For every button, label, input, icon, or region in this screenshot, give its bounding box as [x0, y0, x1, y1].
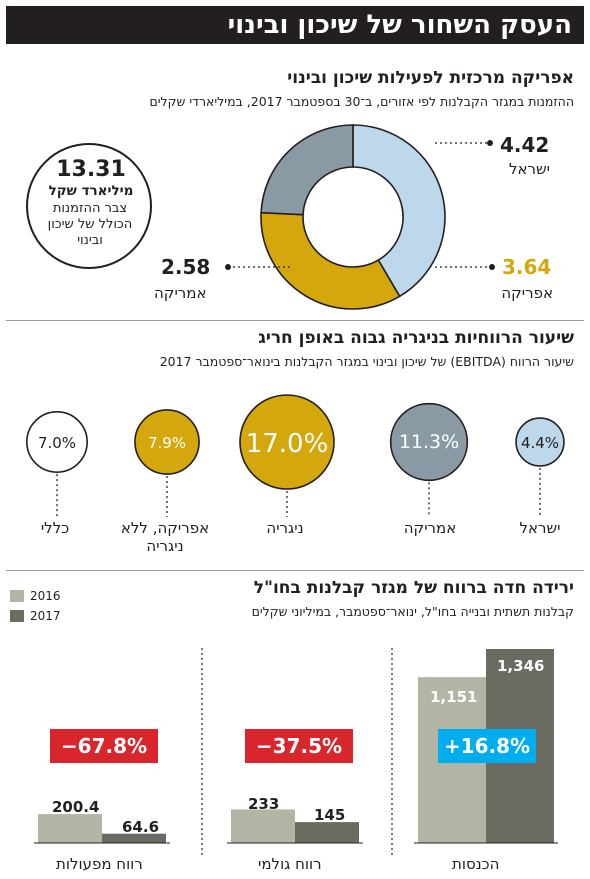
- page-title: העסק השחור של שיכון ובינוי: [227, 10, 572, 40]
- total-orders-circle: 13.31 מיליארד שקל צבר ההזמנות הכולל של ש…: [26, 143, 152, 269]
- bar-chart: [34, 648, 558, 855]
- leader-dot-america: [225, 264, 231, 270]
- bubble-america: [389, 402, 469, 482]
- donut-slice-africa: [260, 211, 401, 310]
- bar-value-gross-2017: 145: [314, 806, 346, 824]
- legend-label-2017: 2017: [30, 609, 61, 623]
- bubble-label-general: כללי: [40, 519, 70, 537]
- bubble-label-nigeria: ניגריה: [266, 519, 304, 537]
- slice-value-africa: 3.64: [502, 255, 552, 279]
- bubble-value-israel: 4.4%: [521, 434, 559, 452]
- bubble-africa-ex-nigeria: [134, 409, 200, 475]
- category-label-gross-profit: רווח גולמי: [258, 855, 322, 873]
- bubble-value-america: 11.3%: [399, 431, 459, 453]
- bar-operating-profit-2016: [38, 814, 102, 843]
- donut-subtitle: ההזמנות במגזר הקבלנות לפי אזורים, ב־30 ב…: [149, 94, 574, 109]
- legend-label-2016: 2016: [30, 589, 61, 603]
- bubble-label-israel: ישראל: [519, 519, 561, 537]
- divider: [6, 570, 584, 571]
- header-bar: העסק השחור של שיכון ובינוי: [6, 6, 584, 44]
- change-badge-operating-profit: −67.8%: [50, 729, 158, 763]
- category-label-operating-profit: רווח מפעולות: [56, 855, 143, 873]
- legend-swatch-2016: [10, 590, 24, 602]
- ebitda-title: שיעור הרווחיות בניגריה גבוה באופן חריג: [258, 328, 574, 348]
- donut-slice-america: [260, 124, 354, 216]
- bar-gross-profit-2016: [231, 809, 295, 843]
- leader-dot-africa: [489, 264, 495, 270]
- divider: [6, 320, 584, 321]
- bar-value-operating-2016: 200.4: [52, 798, 100, 816]
- bars-title: ירידה חדה ברווח של מגזר קבלנות בחו"ל: [253, 578, 574, 598]
- slice-label-israel: ישראל: [508, 160, 550, 178]
- bubble-israel: [515, 417, 565, 467]
- total-orders-text: צבר ההזמנות הכולל של שיכון ובינוי: [47, 201, 133, 248]
- donut-slice-israel: [352, 124, 446, 298]
- slice-value-israel: 4.42: [500, 133, 550, 157]
- ebitda-bubble-chart: 4.4% 11.3% 17.0% 7.9% 7.0%: [26, 394, 565, 517]
- bar-value-gross-2016: 233: [248, 795, 280, 813]
- bubble-label-africa-ex-nigeria: אפריקה, ללא ניגריה: [120, 519, 210, 555]
- category-label-revenue: הכנסות: [452, 855, 500, 873]
- bar-value-revenue-2017: 1,346: [497, 657, 545, 675]
- bar-value-operating-2017: 64.6: [122, 818, 160, 836]
- bars-subtitle: קבלנות תשתית ובנייה בחו"ל, ינואר־ספטמבר,…: [251, 604, 574, 619]
- donut-title: אפריקה מרכזית לפעילות שיכון ובינוי: [287, 68, 574, 88]
- bar-operating-profit-2017: [102, 833, 166, 843]
- change-badge-gross-profit: −37.5%: [245, 729, 353, 763]
- legend-swatch-2017: [10, 610, 24, 622]
- bubble-value-general: 7.0%: [38, 434, 76, 452]
- bubble-value-nigeria: 17.0%: [246, 429, 329, 459]
- total-orders-unit: מיליארד שקל: [48, 183, 134, 199]
- slice-label-africa: אפריקה: [501, 284, 553, 302]
- ebitda-subtitle: שיעור הרווח (EBITDA) של שיכון ובינוי במג…: [159, 354, 574, 369]
- bubble-label-america: אמריקה: [403, 519, 457, 537]
- bar-value-revenue-2016: 1,151: [430, 688, 478, 706]
- change-badge-revenue: +16.8%: [438, 729, 536, 763]
- bubble-value-africa-ex-nigeria: 7.9%: [148, 434, 186, 452]
- slice-label-america: אמריקה: [154, 284, 207, 302]
- total-orders-value: 13.31: [56, 157, 126, 182]
- donut-chart: [225, 124, 495, 310]
- bubble-general: [26, 411, 88, 473]
- leader-dot-israel: [487, 140, 493, 146]
- bubble-nigeria: [239, 394, 335, 490]
- slice-value-america: 2.58: [161, 255, 211, 279]
- bar-gross-profit-2017: [295, 822, 359, 843]
